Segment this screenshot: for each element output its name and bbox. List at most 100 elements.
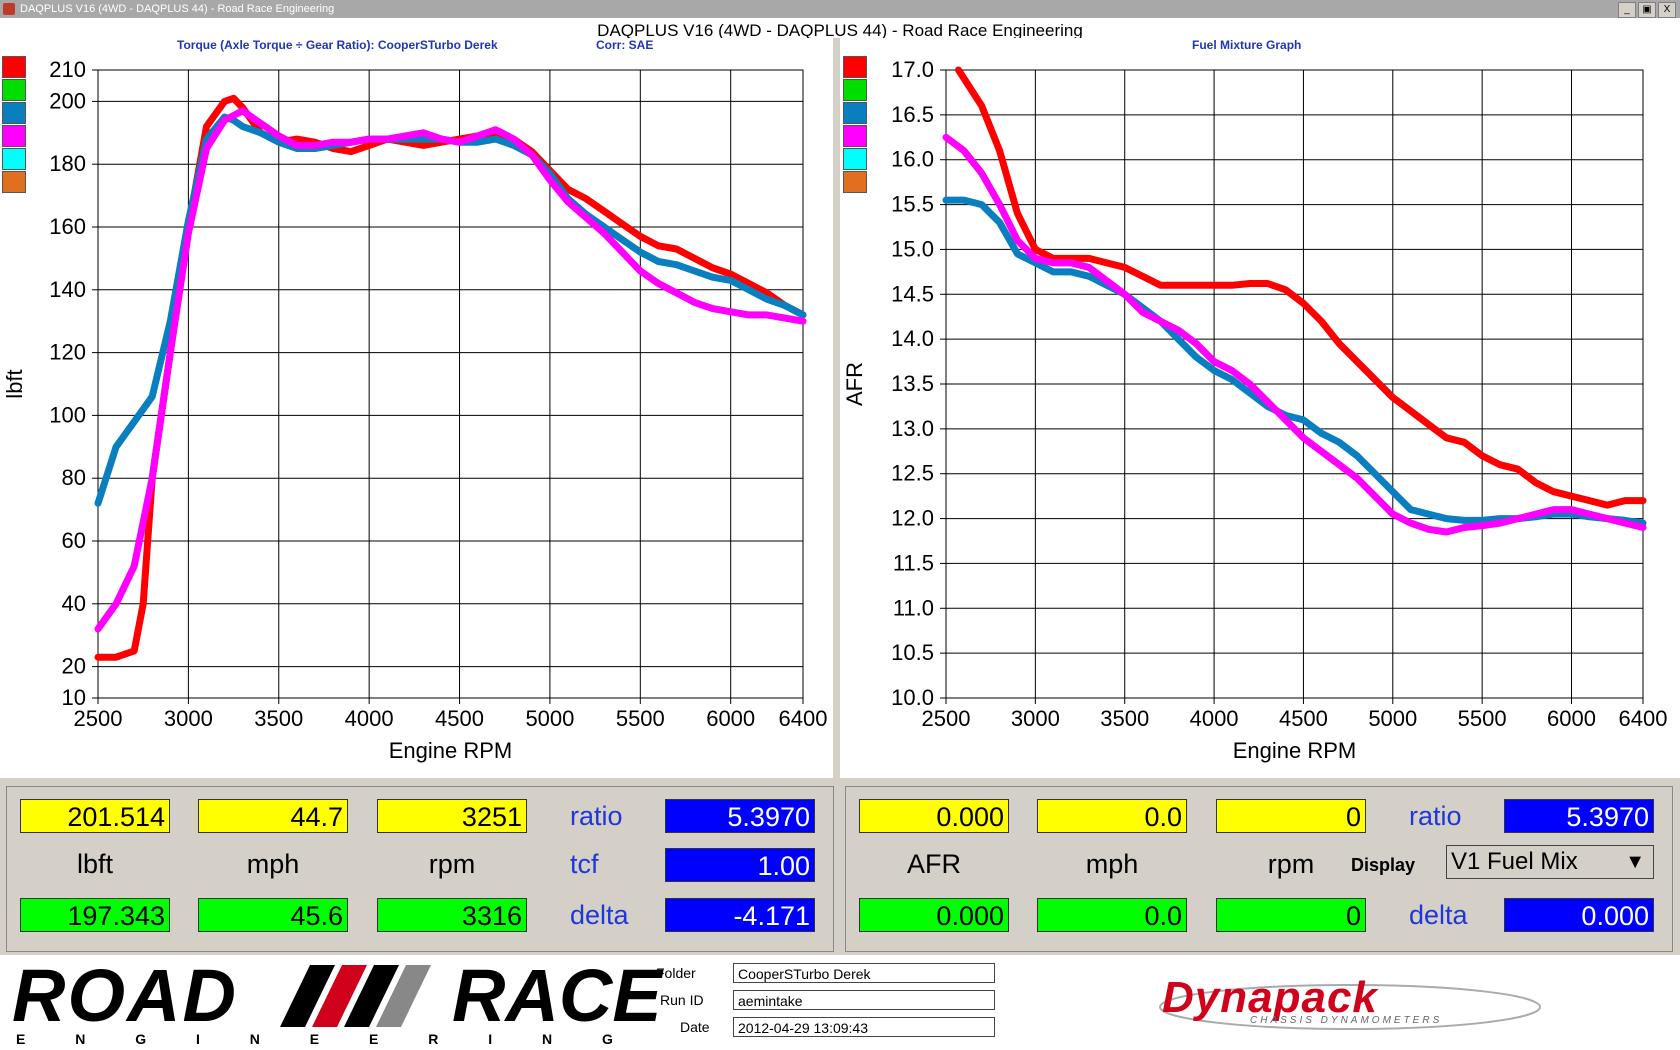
legend-swatch-blue[interactable]: [2, 102, 26, 124]
delta-field: -4.171: [665, 898, 815, 932]
x-tick-label: 2500: [922, 706, 971, 731]
dynapack-logo: Dynapack CHASSIS DYNAMOMETERS: [1150, 973, 1550, 1033]
cursor2-rpm-field: 0: [1216, 898, 1366, 932]
x-axis-label: Engine RPM: [1233, 738, 1357, 763]
x-tick-label: 6000: [1547, 706, 1596, 731]
cursor2-torque-field: 197.343: [20, 898, 170, 932]
unit-rpm: rpm: [428, 849, 476, 879]
logo-race: RACE: [452, 954, 662, 1037]
cursor1-torque-field: 201.514: [20, 799, 170, 833]
unit-mph: mph: [246, 849, 300, 879]
title-bar: DAQPLUS V16 (4WD - DAQPLUS 44) - Road Ra…: [0, 0, 1680, 18]
readout-area: 201.514 44.7 3251 lbft mph rpm 197.343 4…: [0, 780, 1680, 953]
legend-swatch-green[interactable]: [843, 79, 867, 101]
y-tick-label: 16.5: [891, 102, 934, 127]
y-tick-label: 100: [49, 402, 86, 427]
y-tick-label: 60: [62, 528, 86, 553]
correction-label: Corr: SAE: [596, 38, 654, 52]
y-tick-label: 160: [49, 214, 86, 239]
unit-lbft: lbft: [76, 849, 114, 879]
y-tick-label: 140: [49, 277, 86, 302]
x-tick-label: 4500: [1279, 706, 1328, 731]
y-tick-label: 120: [49, 340, 86, 365]
legend-swatch-cyan[interactable]: [843, 148, 867, 170]
legend-swatch-red[interactable]: [843, 56, 867, 78]
cursor2-mph-field: 45.6: [198, 898, 348, 932]
y-tick-label: 10.5: [891, 640, 934, 665]
x-axis-label: Engine RPM: [389, 738, 513, 763]
series-line-2: [94, 107, 807, 633]
logo-stripes: [280, 965, 450, 1027]
unit-afr: AFR: [907, 849, 961, 879]
x-tick-label: 6000: [706, 706, 755, 731]
y-tick-label: 15.5: [891, 192, 934, 217]
display-select[interactable]: V1 Fuel Mix ▼: [1446, 845, 1654, 879]
display-button[interactable]: Display: [1345, 853, 1422, 878]
close-button[interactable]: X: [1658, 2, 1676, 18]
fuel-chart-subtitle: Fuel Mixture Graph: [1192, 38, 1302, 52]
cursor2-mph-field: 0.0: [1037, 898, 1187, 932]
fuel-mixture-chart[interactable]: 2500 3000 3500 4000 4500 5000 5500 6000 6400 10.0…: [840, 38, 1680, 778]
y-tick-label: 11.0: [893, 595, 934, 620]
y-tick-label: 14.5: [891, 281, 934, 306]
cursor1-rpm-field: 0: [1216, 799, 1366, 833]
legend-swatch-magenta[interactable]: [2, 125, 26, 147]
ratio-label: ratio: [570, 801, 623, 831]
tcf-field[interactable]: 1.00: [665, 848, 815, 882]
minimize-button[interactable]: _: [1618, 2, 1636, 18]
y-tick-label: 200: [49, 88, 86, 113]
y-axis-label: AFR: [842, 362, 867, 406]
runid-value: aemintake: [733, 990, 995, 1010]
legend-swatch-orange[interactable]: [843, 171, 867, 193]
y-tick-label: 12.5: [891, 461, 934, 486]
x-tick-label: 5500: [616, 706, 665, 731]
y-tick-label: 14.0: [891, 326, 934, 351]
delta-label: delta: [1409, 900, 1468, 930]
torque-chart-panel: Torque (Axle Torque ÷ Gear Ratio): Coope…: [0, 38, 833, 778]
dynapack-swoosh: [1159, 984, 1541, 1030]
display-select-value: V1 Fuel Mix: [1451, 848, 1578, 875]
ratio-label: ratio: [1409, 801, 1462, 831]
cursor2-rpm-field: 3316: [377, 898, 527, 932]
date-value: 2012-04-29 13:09:43: [733, 1017, 995, 1037]
ratio-field[interactable]: 5.3970: [1504, 799, 1654, 833]
x-tick-label: 5000: [525, 706, 574, 731]
y-tick-label: 11.5: [893, 550, 934, 575]
delta-label: delta: [570, 900, 629, 930]
cursor1-rpm-field: 3251: [377, 799, 527, 833]
fuel-readout-group: 0.000 0.0 0 AFR mph rpm 0.000 0.0 0 rati…: [845, 786, 1673, 952]
x-tick-label: 5000: [1368, 706, 1417, 731]
y-tick-label: 180: [49, 151, 86, 176]
torque-chart[interactable]: 2500 3000 3500 4000 4500 5000 5500 6000 6400 10 20…: [0, 38, 833, 778]
legend-swatch-green[interactable]: [2, 79, 26, 101]
window-title: DAQPLUS V16 (4WD - DAQPLUS 44) - Road Ra…: [20, 3, 335, 15]
y-tick-label: 13.5: [891, 371, 934, 396]
chevron-down-icon: ▼: [1625, 851, 1645, 873]
legend-swatch-red[interactable]: [2, 56, 26, 78]
unit-mph: mph: [1085, 849, 1139, 879]
cursor1-mph-field: 44.7: [198, 799, 348, 833]
legend-swatch-cyan[interactable]: [2, 148, 26, 170]
x-tick-label: 6400: [779, 706, 828, 731]
legend-swatch-magenta[interactable]: [843, 125, 867, 147]
ratio-field[interactable]: 5.3970: [665, 799, 815, 833]
x-tick-label: 4500: [435, 706, 484, 731]
legend-swatch-orange[interactable]: [2, 171, 26, 193]
y-tick-label: 210: [49, 57, 86, 82]
plot-frame: [945, 69, 1644, 699]
y-tick-label: 80: [62, 465, 86, 490]
x-tick-label: 4000: [1190, 706, 1239, 731]
torque-readout-group: 201.514 44.7 3251 lbft mph rpm 197.343 4…: [6, 786, 834, 952]
dynapack-sub: CHASSIS DYNAMOMETERS: [1250, 1015, 1443, 1026]
dynapack-brand: Dynapack: [1162, 973, 1378, 1022]
delta-field: 0.000: [1504, 898, 1654, 932]
logo-stripes-graphic: [280, 965, 431, 1027]
cursor1-mph-field: 0.0: [1037, 799, 1187, 833]
series-line-2: [942, 133, 1647, 536]
folder-value: CooperSTurbo Derek: [733, 963, 995, 983]
legend-swatch-blue[interactable]: [843, 102, 867, 124]
main-title: DAQPLUS V16 (4WD - DAQPLUS 44) - Road Ra…: [0, 18, 1680, 38]
restore-button[interactable]: ▣: [1638, 2, 1656, 18]
date-label: Date: [680, 1019, 710, 1035]
y-tick-label: 17.0: [891, 57, 934, 82]
